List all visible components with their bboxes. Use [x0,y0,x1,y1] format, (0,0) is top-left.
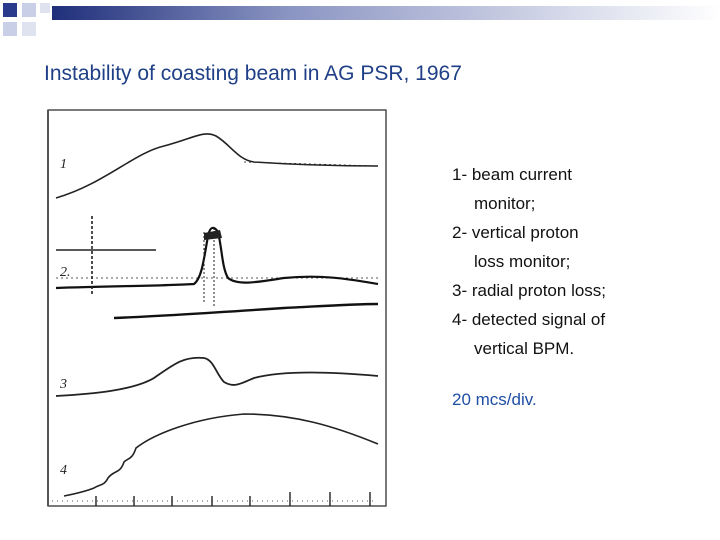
oscilloscope-figure: 1 2. 3 4 [47,109,387,507]
slide-title: Instability of coasting beam in AG PSR, … [44,62,462,85]
legend-item-text: 4- detected signal of [452,310,606,329]
legend-item-continuation: monitor; [474,194,536,213]
deco-square-dark [3,3,17,17]
trace-label-1: 1 [60,157,67,172]
top-accent-band [52,6,720,20]
trace-label-2: 2. [60,265,71,280]
legend-item: 1- beam current monitor; [452,160,702,218]
legend-item-text: 2- vertical proton [452,223,579,242]
legend-item-continuation: loss monitor; [474,252,571,271]
deco-square-light [40,3,50,13]
decorative-squares [3,3,50,36]
trace-1-beam-current [55,133,379,199]
legend-item-text: 3- radial proton loss; [452,281,607,300]
scale-note: 20 mcs/div. [452,390,537,409]
trace-3-radial-loss [55,356,379,397]
trace-3-baseline [113,302,379,320]
legend: 1- beam current monitor; 2- vertical pro… [452,160,702,363]
legend-item: 3- radial proton loss; [452,276,702,305]
deco-square-light [22,3,36,17]
trace-4-bpm-signal [63,413,379,497]
trace-label-4: 4 [60,463,67,478]
trace-label-3: 3 [59,377,67,392]
deco-square-light [22,22,36,36]
legend-item: 2- vertical proton loss monitor; [452,218,702,276]
legend-item-continuation: vertical BPM. [474,339,575,358]
figure-frame [47,109,387,507]
legend-item-text: 1- beam current [452,165,572,184]
legend-item: 4- detected signal of vertical BPM. [452,305,702,363]
deco-square-light [3,22,17,36]
